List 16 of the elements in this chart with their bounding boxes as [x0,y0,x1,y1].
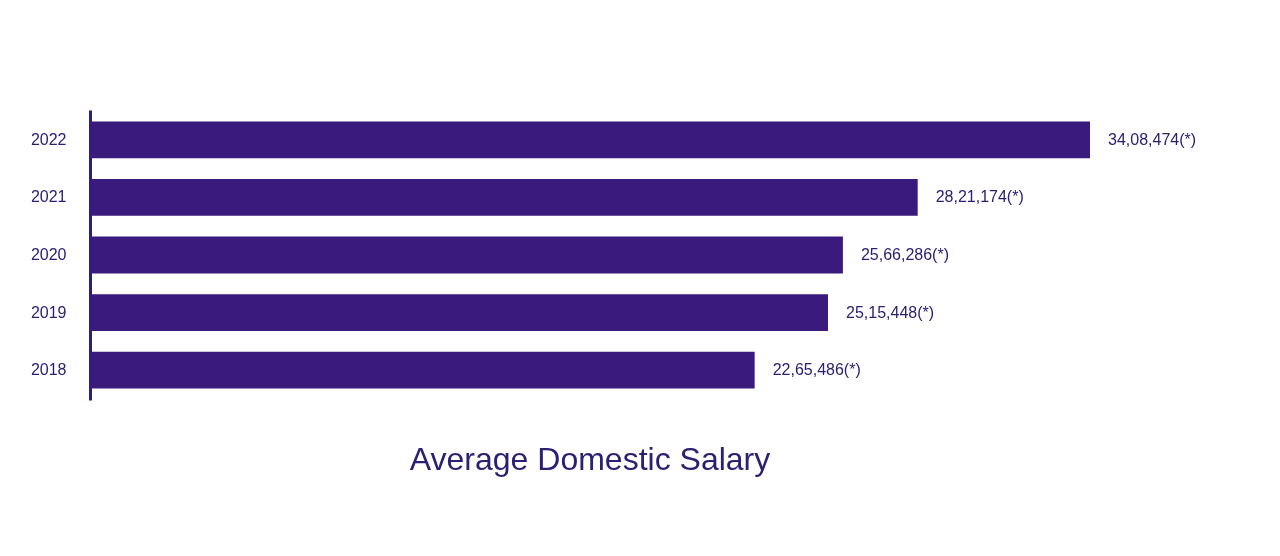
y-tick-label: 2020 [30,246,67,263]
data-label: 25,66,286(*) [860,246,949,263]
bar [90,179,918,216]
data-label: 22,65,486(*) [772,361,861,379]
bar [90,121,1090,159]
y-tick-label: 2019 [30,303,67,321]
y-tick-label: 2018 [30,361,67,379]
y-tick-label: 2022 [30,130,67,148]
bar [90,294,828,331]
y-tick-label: 2021 [30,188,67,206]
bar [90,351,755,389]
data-label: 28,21,174(*) [935,188,1024,206]
data-label: 25,15,448(*) [846,303,935,321]
text: Average Domestic Salary [409,441,771,477]
bar [90,236,843,274]
data-label: 34,08,474(*) [1108,130,1197,148]
